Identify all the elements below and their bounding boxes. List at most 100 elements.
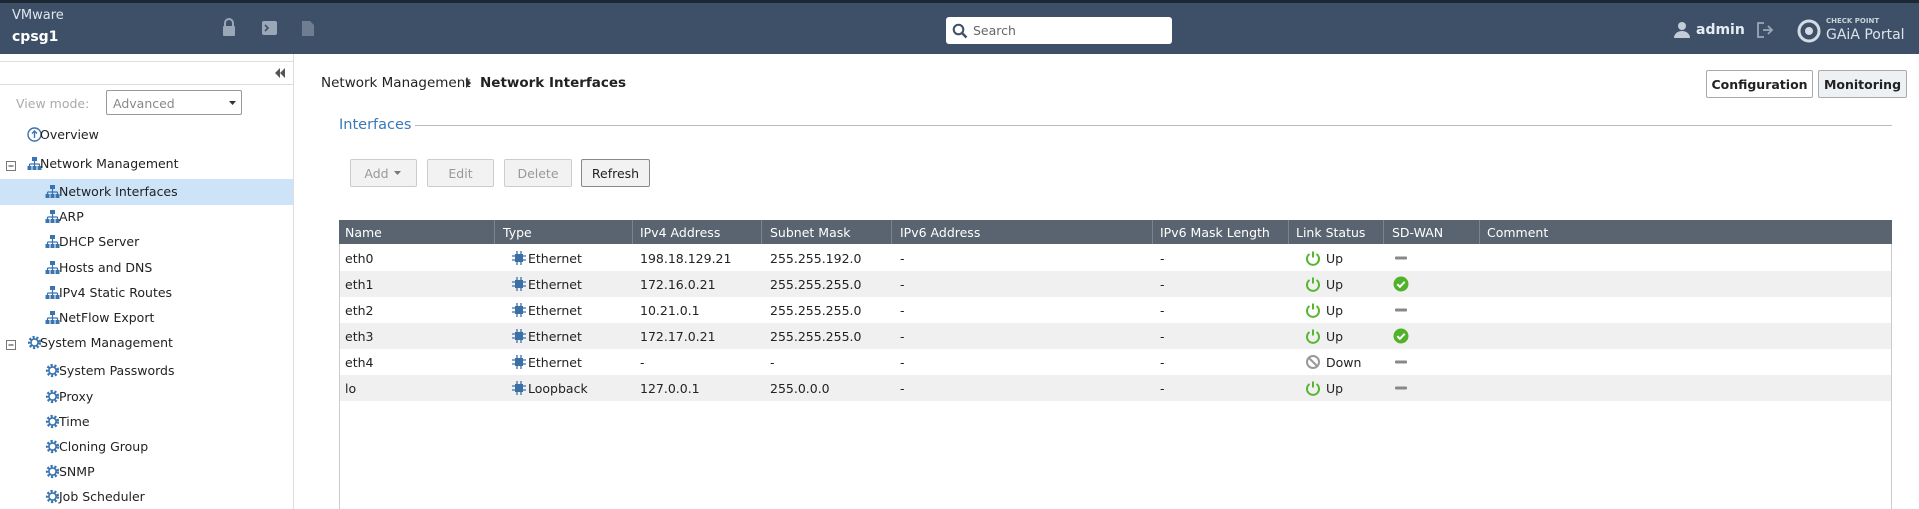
column-header[interactable]: Comment (1487, 225, 1548, 240)
section-title: Interfaces (339, 117, 411, 133)
tree-item[interactable]: Network Management (40, 156, 179, 171)
brand: GAiA Portal (1826, 27, 1905, 43)
table-cell: lo (345, 381, 356, 396)
type-icon-svg (512, 381, 526, 395)
tree-expander (6, 338, 16, 353)
table-cell: 127.0.0.1 (640, 381, 700, 396)
table-cell: Ethernet (528, 251, 582, 266)
tree-item[interactable]: IPv4 Static Routes (59, 285, 172, 300)
type-icon (512, 381, 526, 398)
sd-wan-icon (1393, 328, 1409, 347)
tree-item[interactable]: Job Scheduler (59, 489, 145, 504)
table-cell: eth0 (345, 251, 373, 266)
sd-wan-icon (1393, 380, 1409, 399)
edit-button[interactable]: Edit (427, 159, 494, 187)
type-icon (512, 303, 526, 320)
link-icon-svg (1305, 380, 1321, 396)
table-cell: Ethernet (528, 303, 582, 318)
column-header[interactable]: Name (345, 225, 382, 240)
table-cell: - (900, 251, 905, 266)
tab-monitoring[interactable]: Monitoring (1818, 70, 1907, 98)
tree-item[interactable]: Cloning Group (59, 439, 148, 454)
table-cell: eth4 (345, 355, 373, 370)
table-cell: 255.0.0.0 (770, 381, 830, 396)
type-icon-svg (512, 355, 526, 369)
tree-expander-svg (6, 161, 16, 171)
column-header[interactable]: Type (503, 225, 532, 240)
view-mode-select[interactable]: Advanced (106, 90, 242, 115)
link-icon (1305, 276, 1321, 295)
search-placeholder: Search (973, 23, 1016, 38)
link-icon (1305, 354, 1321, 373)
column-separator (891, 220, 892, 244)
table-cell: - (900, 329, 905, 344)
column-separator (1383, 220, 1384, 244)
table-cell: - (1160, 381, 1165, 396)
tree-item[interactable]: Overview (40, 127, 99, 142)
link-icon (1305, 380, 1321, 399)
column-header[interactable]: IPv4 Address (640, 225, 720, 240)
table-cell: - (1160, 329, 1165, 344)
section-rule (415, 125, 1892, 126)
table-cell: Up (1326, 303, 1343, 318)
hostname: cpsg1 (12, 29, 58, 45)
column-separator (1152, 220, 1153, 244)
collapse-icon (274, 68, 286, 78)
breadcrumb-parent[interactable]: Network Management (321, 75, 471, 91)
column-header[interactable]: IPv6 Address (900, 225, 980, 240)
table-cell: Up (1326, 251, 1343, 266)
link-icon-svg (1305, 250, 1321, 266)
tree-item[interactable]: Time (59, 414, 90, 429)
table-cell: 198.18.129.21 (640, 251, 731, 266)
column-header[interactable]: Link Status (1296, 225, 1365, 240)
table-cell: 172.17.0.21 (640, 329, 716, 344)
column-separator (1479, 220, 1480, 244)
table-cell: Down (1326, 355, 1361, 370)
vendor: VMware (12, 8, 64, 23)
header-icons (220, 18, 320, 38)
tree-item[interactable]: Proxy (59, 389, 93, 404)
table-cell: - (900, 381, 905, 396)
table-cell: eth2 (345, 303, 373, 318)
column-header[interactable]: SD-WAN (1392, 225, 1443, 240)
table-cell: - (900, 303, 905, 318)
column-separator (761, 220, 762, 244)
tree-item[interactable]: DHCP Server (59, 234, 139, 249)
table-cell: - (1160, 355, 1165, 370)
tree-item[interactable]: System Passwords (59, 363, 175, 378)
add-button[interactable]: Add (350, 159, 417, 187)
column-header[interactable]: Subnet Mask (770, 225, 850, 240)
sd-wan-icon-svg (1393, 328, 1409, 344)
column-separator (494, 220, 495, 244)
tree-item[interactable]: ARP (59, 209, 84, 224)
view-mode-value: Advanced (113, 96, 175, 111)
tab-configuration[interactable]: Configuration (1706, 70, 1813, 98)
column-header[interactable]: IPv6 Mask Length (1160, 225, 1270, 240)
column-separator (632, 220, 633, 244)
search-box[interactable]: Search (946, 17, 1172, 44)
sidebar-collapse[interactable] (0, 61, 293, 85)
user-name[interactable]: admin (1696, 22, 1745, 38)
tree-item[interactable]: SNMP (59, 464, 95, 479)
table-cell: eth1 (345, 277, 373, 292)
table-cell: - (770, 355, 775, 370)
sd-wan-icon (1393, 276, 1409, 295)
table-cell: 172.16.0.21 (640, 277, 716, 292)
table-cell: Up (1326, 277, 1343, 292)
refresh-button[interactable]: Refresh (581, 159, 650, 187)
type-icon-svg (512, 251, 526, 265)
breadcrumb-current: Network Interfaces (480, 75, 626, 91)
tree-item[interactable]: Hosts and DNS (59, 260, 152, 275)
delete-button[interactable]: Delete (504, 159, 572, 187)
tree-item[interactable]: Network Interfaces (59, 184, 178, 199)
tree-item[interactable]: NetFlow Export (59, 310, 154, 325)
sd-wan-icon (1393, 302, 1409, 321)
link-icon (1305, 302, 1321, 321)
logout-icon[interactable] (1756, 21, 1774, 39)
tree-item[interactable]: System Management (40, 335, 173, 350)
add-arrow (389, 170, 403, 176)
type-icon-svg (512, 329, 526, 343)
link-icon-svg (1305, 328, 1321, 344)
user-icon (1673, 21, 1691, 39)
